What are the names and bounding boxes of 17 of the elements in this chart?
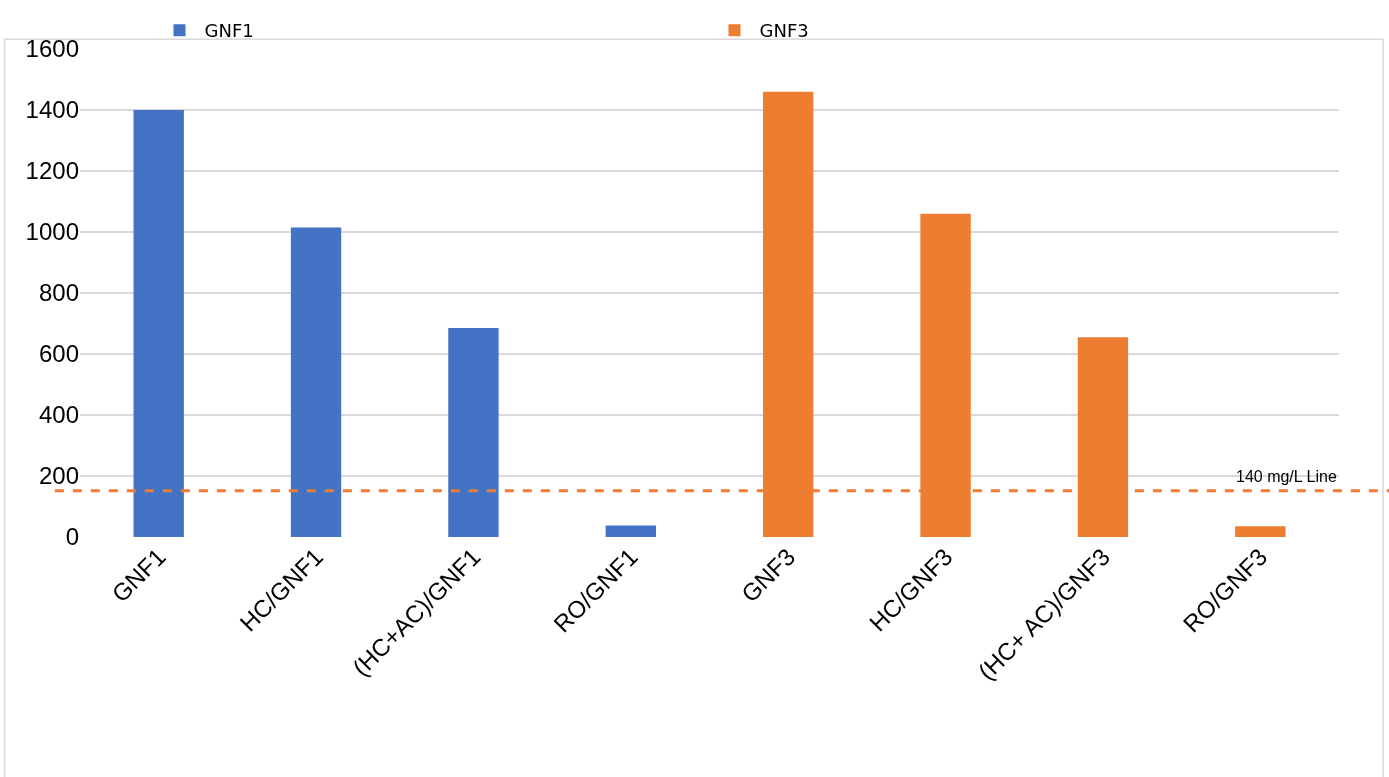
y-tick-label: 600 (38, 340, 79, 368)
y-tick-label: 800 (38, 279, 79, 307)
y-tick-label: 1000 (25, 218, 79, 246)
bar (605, 525, 656, 537)
bar (290, 227, 342, 537)
y-tick-label: 1600 (25, 35, 79, 63)
bar (448, 328, 499, 537)
bar (133, 110, 184, 537)
y-tick-label: 1200 (25, 157, 79, 185)
y-tick-label: 1400 (25, 96, 79, 124)
legend-label: GNF3 (759, 20, 809, 42)
y-tick-label: 0 (65, 523, 79, 551)
y-tick-label: 200 (38, 462, 79, 490)
legend-label: GNF1 (204, 20, 254, 42)
ref-line-label: 140 mg/L Line (1236, 468, 1337, 485)
bar (1235, 526, 1286, 537)
y-tick-label: 400 (38, 401, 79, 429)
